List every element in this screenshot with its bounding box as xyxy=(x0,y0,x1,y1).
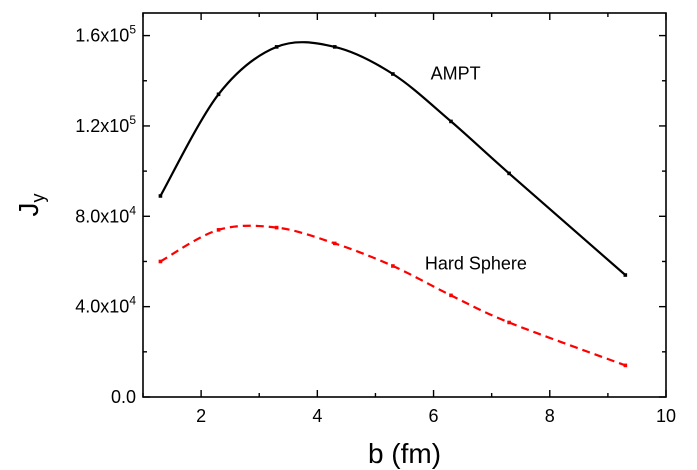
data-point-hard-sphere xyxy=(449,293,453,298)
data-point-hard-sphere xyxy=(623,363,628,368)
data-point-hard-sphere xyxy=(274,225,279,230)
y-axis-title-main: J xyxy=(13,203,44,217)
data-point-hard-sphere xyxy=(507,320,511,325)
x-tick-label: 4 xyxy=(312,406,322,426)
x-tick-label: 6 xyxy=(429,406,439,426)
data-point-hard-sphere xyxy=(332,241,337,246)
data-point-ampt xyxy=(623,273,628,277)
data-point-ampt xyxy=(274,45,279,49)
y-tick-label: 1.6x105 xyxy=(75,23,136,46)
series-label-ampt: AMPT xyxy=(431,64,481,84)
y-tick-label: 1.2x105 xyxy=(75,113,136,136)
data-point-ampt xyxy=(449,119,453,124)
tick-labels: 2 4 6 8 10 0.0 4.0x104 8.0x104 1.2x105 1.6x105 xyxy=(75,23,676,426)
x-tick-label: 8 xyxy=(545,406,555,426)
series-layer xyxy=(158,41,628,368)
y-tick-label: 8.0x104 xyxy=(75,203,136,226)
x-tick-label: 10 xyxy=(656,406,676,426)
x-axis-title: b (fm) xyxy=(368,438,441,469)
y-axis-title-subscript: y xyxy=(28,194,48,203)
data-point-ampt xyxy=(158,194,163,198)
axis-ticks xyxy=(142,13,667,398)
data-point-hard-sphere xyxy=(216,228,221,232)
data-point-ampt xyxy=(507,171,511,176)
y-axis-title: Jy xyxy=(13,194,48,217)
data-point-ampt xyxy=(391,72,395,76)
plot-frame xyxy=(142,12,667,398)
y-tick-label: 0.0 xyxy=(111,387,136,407)
series-label-hard-sphere: Hard Sphere xyxy=(425,253,527,273)
data-point-hard-sphere xyxy=(391,264,395,268)
series-line-ampt xyxy=(159,41,627,276)
series-line-hard-sphere xyxy=(159,224,626,367)
x-tick-label: 2 xyxy=(196,406,206,426)
y-tick-label: 4.0x104 xyxy=(75,294,136,317)
data-point-hard-sphere xyxy=(158,259,163,264)
data-point-ampt xyxy=(216,92,221,97)
data-point-ampt xyxy=(332,45,337,49)
